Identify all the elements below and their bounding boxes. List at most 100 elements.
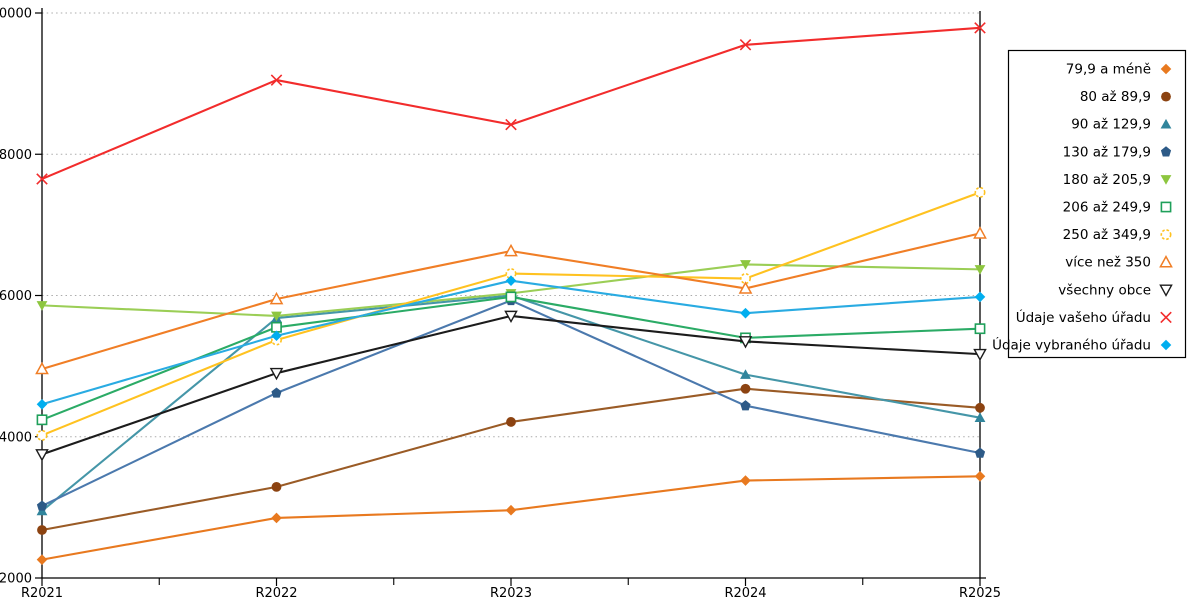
y-axis-label: 2000 [0, 572, 32, 587]
series-80-a-89-9 [37, 383, 985, 535]
triangle-up-open-icon [1159, 255, 1173, 268]
series-250-a-349-9 [36, 186, 986, 441]
square-open-icon [505, 291, 517, 303]
triangle-up-filled-icon [1160, 118, 1172, 129]
legend: 79,9 a méně 80 až 89,9 90 až 129,9 130 až 1… [992, 49, 1187, 359]
x-axis-label: R2022 [255, 586, 297, 600]
circle-filled-icon [1161, 91, 1171, 102]
triangle-down-filled-icon [740, 260, 751, 270]
diamond-filled-icon [974, 291, 986, 303]
series-line [40, 26, 982, 181]
circle-open-icon [974, 186, 986, 198]
y-axis-label: 4000 [0, 430, 32, 445]
triangle-up-open-icon [269, 291, 284, 305]
x-axis-label: R2023 [490, 586, 532, 600]
legend-item-label: 250 až 349,9 [1063, 227, 1151, 243]
diamond-filled-icon [974, 471, 986, 482]
pentagon-filled-icon [740, 400, 751, 411]
circle-filled-icon [37, 525, 47, 535]
series-v-ce-ne-350 [35, 226, 987, 375]
diamond-filled-icon [505, 504, 517, 516]
triangle-down-filled-icon [974, 265, 986, 275]
diamond-filled-icon [271, 330, 282, 342]
legend-item-79-9-a-m-n: 79,9 a méně [1066, 62, 1172, 78]
triangle-up-open-icon [504, 243, 518, 257]
legend-item-daje-vybran-ho-adu: Údaje vybraného úřadu [992, 336, 1172, 354]
x-cross-icon [36, 173, 48, 185]
pentagon-filled-icon [974, 447, 986, 458]
circle-filled-icon [271, 481, 282, 492]
triangle-up-open-icon [973, 226, 987, 239]
legend-item-label: Údaje vašeho úřadu [1016, 308, 1151, 326]
triangle-down-filled-icon [1160, 175, 1172, 185]
series-line [40, 299, 982, 508]
legend-item-daje-va-eho-adu: Údaje vašeho úřadu [1016, 308, 1172, 326]
y-axis-label: 10000 [0, 7, 32, 22]
series-line [40, 475, 982, 561]
legend-item-label: 90 až 129,9 [1071, 117, 1151, 133]
circle-filled-icon [975, 402, 985, 413]
legend-item-label: 130 až 179,9 [1063, 144, 1151, 160]
series-daje-va-eho-adu [36, 22, 986, 185]
x-axis-label: R2025 [959, 586, 1001, 600]
legend-item-130-a-179-9: 130 až 179,9 [1063, 144, 1172, 160]
y-axis-label: 8000 [0, 148, 32, 163]
series-v-echny-obce [35, 310, 987, 462]
y-axis-label: 6000 [0, 289, 32, 304]
diamond-filled-icon [1160, 63, 1172, 75]
square-open-icon [1160, 201, 1172, 213]
legend-item-250-a-349-9: 250 až 349,9 [1063, 227, 1172, 243]
pentagon-filled-icon [36, 500, 48, 511]
legend-item-label: všechny obce [1058, 282, 1151, 298]
legend-box [1007, 49, 1187, 359]
triangle-down-open-icon [504, 310, 518, 324]
legend-item-206-a-249-9: 206 až 249,9 [1063, 200, 1172, 216]
diamond-filled-icon [1160, 339, 1172, 351]
legend-item-80-a-89-9: 80 až 89,9 [1080, 89, 1171, 105]
diamond-filled-icon [740, 475, 751, 486]
triangle-down-filled-icon [36, 301, 48, 311]
triangle-down-open-icon [1159, 284, 1173, 297]
square-open-icon [36, 414, 48, 426]
legend-item-label: více než 350 [1065, 255, 1151, 271]
pentagon-filled-icon [271, 387, 282, 398]
legend-item-180-a-205-9: 180 až 205,9 [1063, 172, 1172, 188]
series-line [40, 314, 982, 456]
legend-item-v-ce-ne-350: více než 350 [1065, 255, 1173, 271]
circle-open-icon [36, 429, 48, 441]
x-cross-icon [1160, 311, 1172, 324]
x-cross-icon [505, 118, 517, 131]
triangle-down-open-icon [973, 348, 987, 362]
triangle-up-open-icon [35, 361, 49, 375]
x-axis-label: R2021 [21, 586, 63, 600]
triangle-down-open-icon [738, 336, 753, 349]
triangle-down-open-icon [269, 367, 284, 381]
circle-filled-icon [506, 417, 516, 427]
diamond-filled-icon [36, 554, 48, 565]
pentagon-filled-icon [1160, 146, 1172, 157]
series-90-a-129-9 [36, 290, 986, 516]
x-cross-icon [974, 22, 986, 34]
diamond-filled-icon [36, 398, 48, 410]
legend-item-label: 80 až 89,9 [1080, 89, 1151, 105]
legend-item-label: 206 až 249,9 [1063, 200, 1151, 216]
legend-item-label: Údaje vybraného úřadu [992, 336, 1151, 354]
legend-item-label: 180 až 205,9 [1063, 172, 1151, 188]
series-79-9-a-m-n [36, 471, 986, 565]
square-open-icon [974, 323, 986, 335]
circle-open-icon [505, 268, 517, 280]
triangle-up-filled-icon [974, 412, 986, 422]
legend-item-v-echny-obce: všechny obce [1058, 282, 1173, 298]
triangle-down-filled-icon [271, 311, 282, 322]
diamond-filled-icon [740, 307, 751, 319]
triangle-down-open-icon [35, 449, 49, 462]
legend-item-90-a-129-9: 90 až 129,9 [1071, 117, 1172, 133]
x-cross-icon [739, 39, 752, 51]
legend-item-label: 79,9 a méně [1066, 62, 1151, 78]
circle-open-icon [740, 273, 751, 285]
triangle-up-open-icon [738, 281, 753, 294]
circle-filled-icon [740, 383, 751, 394]
circle-open-icon [1160, 229, 1172, 241]
